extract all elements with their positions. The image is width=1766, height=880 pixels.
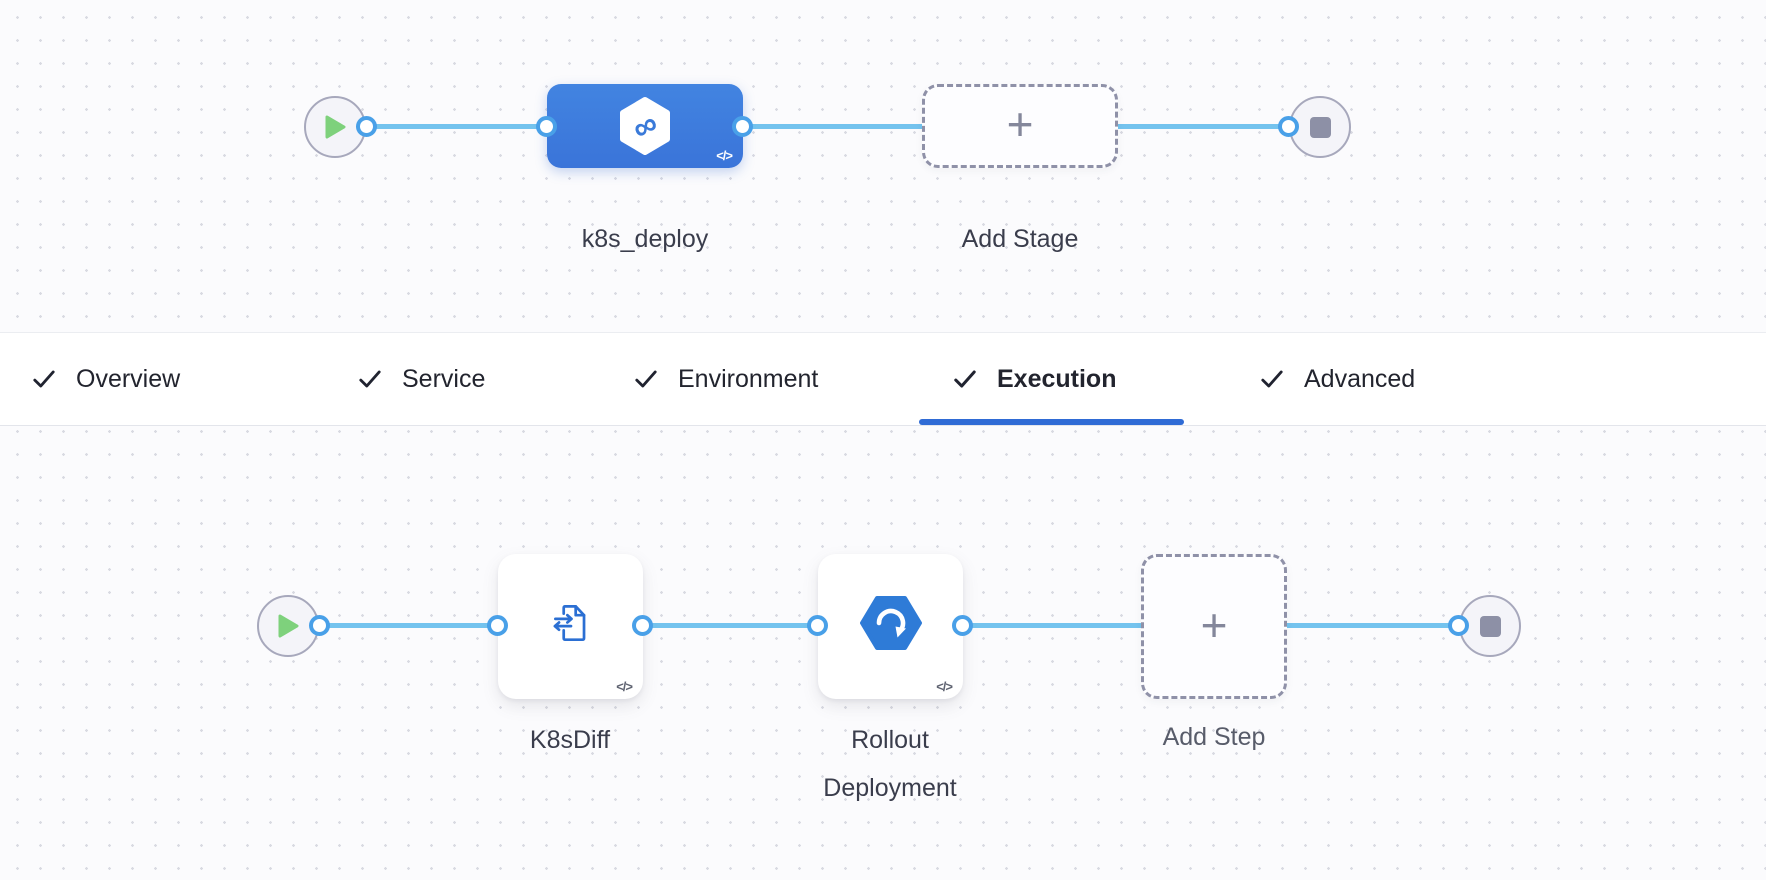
stage-node-k8s-deploy[interactable]: ∞ </> bbox=[547, 84, 743, 168]
check-icon bbox=[954, 370, 976, 388]
add-step-label: Add Step bbox=[1162, 723, 1266, 751]
execution-start-node bbox=[257, 595, 319, 657]
execution-end-node bbox=[1459, 595, 1521, 657]
stop-icon bbox=[1309, 116, 1331, 138]
plus-icon: + bbox=[1200, 598, 1228, 651]
port-start-out bbox=[356, 116, 377, 137]
tab-service[interactable]: Service bbox=[357, 333, 485, 425]
stop-icon bbox=[1479, 615, 1501, 637]
step-name-label: K8sDiff bbox=[529, 726, 611, 754]
step-node-k8sdiff[interactable]: </> bbox=[498, 554, 643, 699]
active-tab-underline bbox=[919, 419, 1184, 425]
tab-environment[interactable]: Environment bbox=[633, 333, 818, 425]
check-icon bbox=[1261, 370, 1283, 388]
code-badge-icon: </> bbox=[716, 148, 733, 163]
port-exec-end-in bbox=[1448, 615, 1469, 636]
pipeline-start-node bbox=[304, 96, 366, 158]
check-icon bbox=[359, 370, 381, 388]
pipeline-end-node bbox=[1289, 96, 1351, 158]
step-name-label: Rollout Deployment bbox=[823, 726, 957, 802]
rollout-deployment-icon bbox=[859, 595, 922, 650]
step-node-rollout-deployment[interactable]: </> bbox=[818, 554, 963, 699]
tab-advanced[interactable]: Advanced bbox=[1259, 333, 1415, 425]
port-end-in bbox=[1278, 116, 1299, 137]
harness-cd-icon: ∞ bbox=[617, 96, 673, 156]
check-icon bbox=[33, 370, 55, 388]
stage-name-label: k8s_deploy bbox=[581, 225, 709, 253]
port-k8sdiff-out bbox=[632, 615, 653, 636]
tab-overview[interactable]: Overview bbox=[31, 333, 180, 425]
add-stage-label: Add Stage bbox=[961, 225, 1079, 253]
plus-icon: + bbox=[1006, 98, 1034, 150]
play-icon bbox=[278, 614, 299, 638]
port-rollout-in bbox=[807, 615, 828, 636]
k8s-diff-icon bbox=[553, 604, 585, 641]
code-badge-icon: </> bbox=[936, 679, 953, 694]
tab-execution[interactable]: Execution bbox=[952, 333, 1116, 425]
stage-config-tabbar: Overview Service Environment Execution A… bbox=[0, 332, 1766, 426]
port-rollout-out bbox=[952, 615, 973, 636]
port-stage-out bbox=[732, 116, 753, 137]
check-icon bbox=[635, 370, 657, 388]
port-exec-start-out bbox=[309, 615, 330, 636]
add-stage-button[interactable]: + bbox=[922, 84, 1118, 168]
port-stage-in bbox=[536, 116, 557, 137]
play-icon bbox=[325, 115, 346, 139]
port-k8sdiff-in bbox=[487, 615, 508, 636]
code-badge-icon: </> bbox=[616, 679, 633, 694]
add-step-button[interactable]: + bbox=[1141, 554, 1287, 699]
stage-connector-line bbox=[367, 124, 1289, 129]
